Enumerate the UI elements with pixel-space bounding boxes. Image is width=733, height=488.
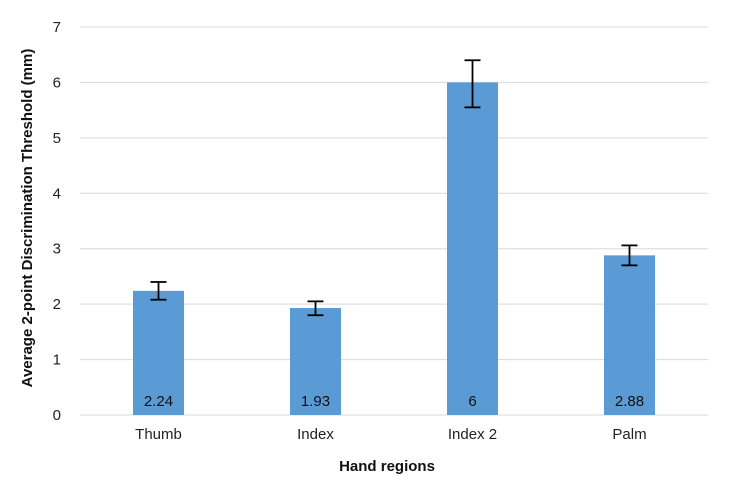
data-label: 2.24 [144, 393, 173, 410]
x-axis-title: Hand regions [339, 458, 435, 475]
y-tick-label: 1 [53, 352, 61, 369]
data-label: 6 [468, 393, 476, 410]
y-axis-title: Average 2-point Discrimination Threshold… [19, 49, 36, 388]
y-tick-label: 5 [53, 130, 61, 147]
bar-index [290, 308, 341, 415]
y-tick-label: 4 [53, 185, 61, 202]
error-bar-index-2 [464, 59, 481, 109]
x-axis-ticks: Thumb Index Index 2 Palm [135, 426, 646, 443]
error-bar-thumb [150, 281, 167, 301]
y-tick-label: 0 [53, 407, 61, 424]
error-bar-index [307, 300, 324, 317]
x-tick-label: Index [297, 426, 334, 443]
data-label: 1.93 [301, 393, 330, 410]
y-tick-label: 7 [53, 19, 61, 36]
bars [133, 82, 655, 415]
data-label: 2.88 [615, 393, 644, 410]
bar-index-2 [447, 82, 498, 415]
x-tick-label: Index 2 [448, 426, 497, 443]
y-tick-label: 2 [53, 296, 61, 313]
x-tick-label: Palm [612, 426, 646, 443]
error-bars [150, 59, 638, 317]
y-tick-label: 6 [53, 74, 61, 91]
y-axis-ticks: 0 1 2 3 4 5 6 7 [53, 19, 61, 424]
error-bar-palm [621, 244, 638, 267]
gridlines [80, 26, 708, 416]
x-tick-label: Thumb [135, 426, 182, 443]
y-tick-label: 3 [53, 241, 61, 258]
data-labels: 2.24 1.93 6 2.88 [144, 393, 644, 410]
bar-thumb [133, 290, 184, 415]
bar-palm [604, 255, 655, 415]
